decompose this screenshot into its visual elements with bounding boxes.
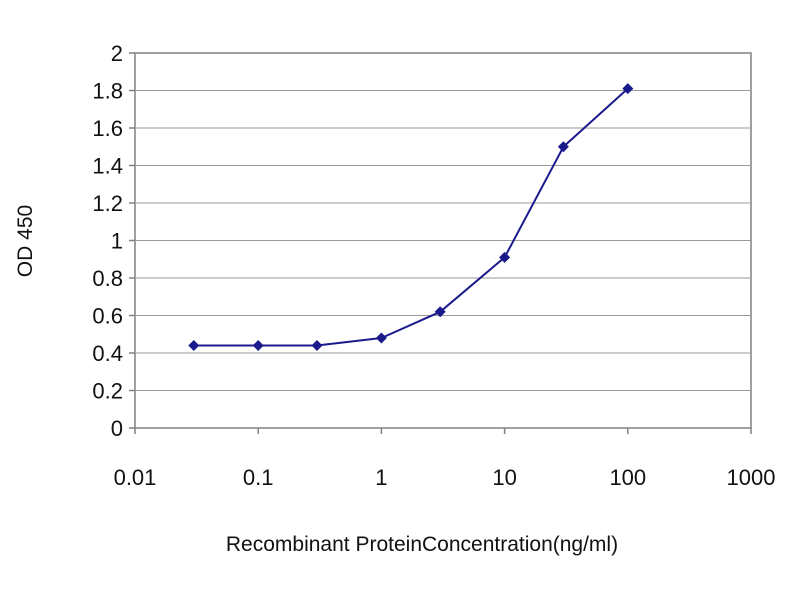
x-tick-label: 0.01 (114, 465, 157, 490)
series-line (193, 87, 629, 347)
y-tick-label: 2 (111, 41, 123, 66)
y-axis-ticks: 0 0.2 0.4 0.6 0.8 1 1.2 1.4 1.6 1.8 2 (92, 41, 135, 441)
data-point (188, 340, 200, 351)
y-tick-label: 0.6 (92, 304, 123, 329)
gridlines (135, 90, 751, 391)
x-tick-label: 1 (375, 465, 387, 490)
data-point (622, 83, 634, 95)
data-series (188, 83, 634, 351)
data-point (499, 251, 511, 263)
y-axis-title: OD 450 (14, 205, 37, 277)
y-tick-label: 0.8 (92, 266, 123, 291)
x-axis-title: Recombinant ProteinConcentration(ng/ml) (226, 533, 618, 556)
data-point (434, 306, 446, 318)
x-tick-label: 0.1 (243, 465, 274, 490)
data-point (252, 340, 264, 351)
y-tick-label: 1.6 (92, 116, 123, 141)
y-tick-label: 0.2 (92, 379, 123, 404)
x-tick-label: 10 (492, 465, 516, 490)
y-tick-label: 1 (111, 229, 123, 254)
x-tick-label: 100 (609, 465, 646, 490)
data-point (311, 340, 323, 351)
y-tick-label: 1.4 (92, 154, 123, 179)
y-tick-label: 1.2 (92, 191, 123, 216)
y-tick-label: 0.4 (92, 341, 123, 366)
y-tick-label: 1.8 (92, 79, 123, 104)
data-point (557, 141, 569, 153)
data-point (375, 332, 387, 344)
y-tick-label: 0 (111, 416, 123, 441)
x-tick-label: 1000 (727, 465, 776, 490)
x-axis-ticks: 0.01 0.1 1 10 100 1000 (114, 428, 776, 490)
